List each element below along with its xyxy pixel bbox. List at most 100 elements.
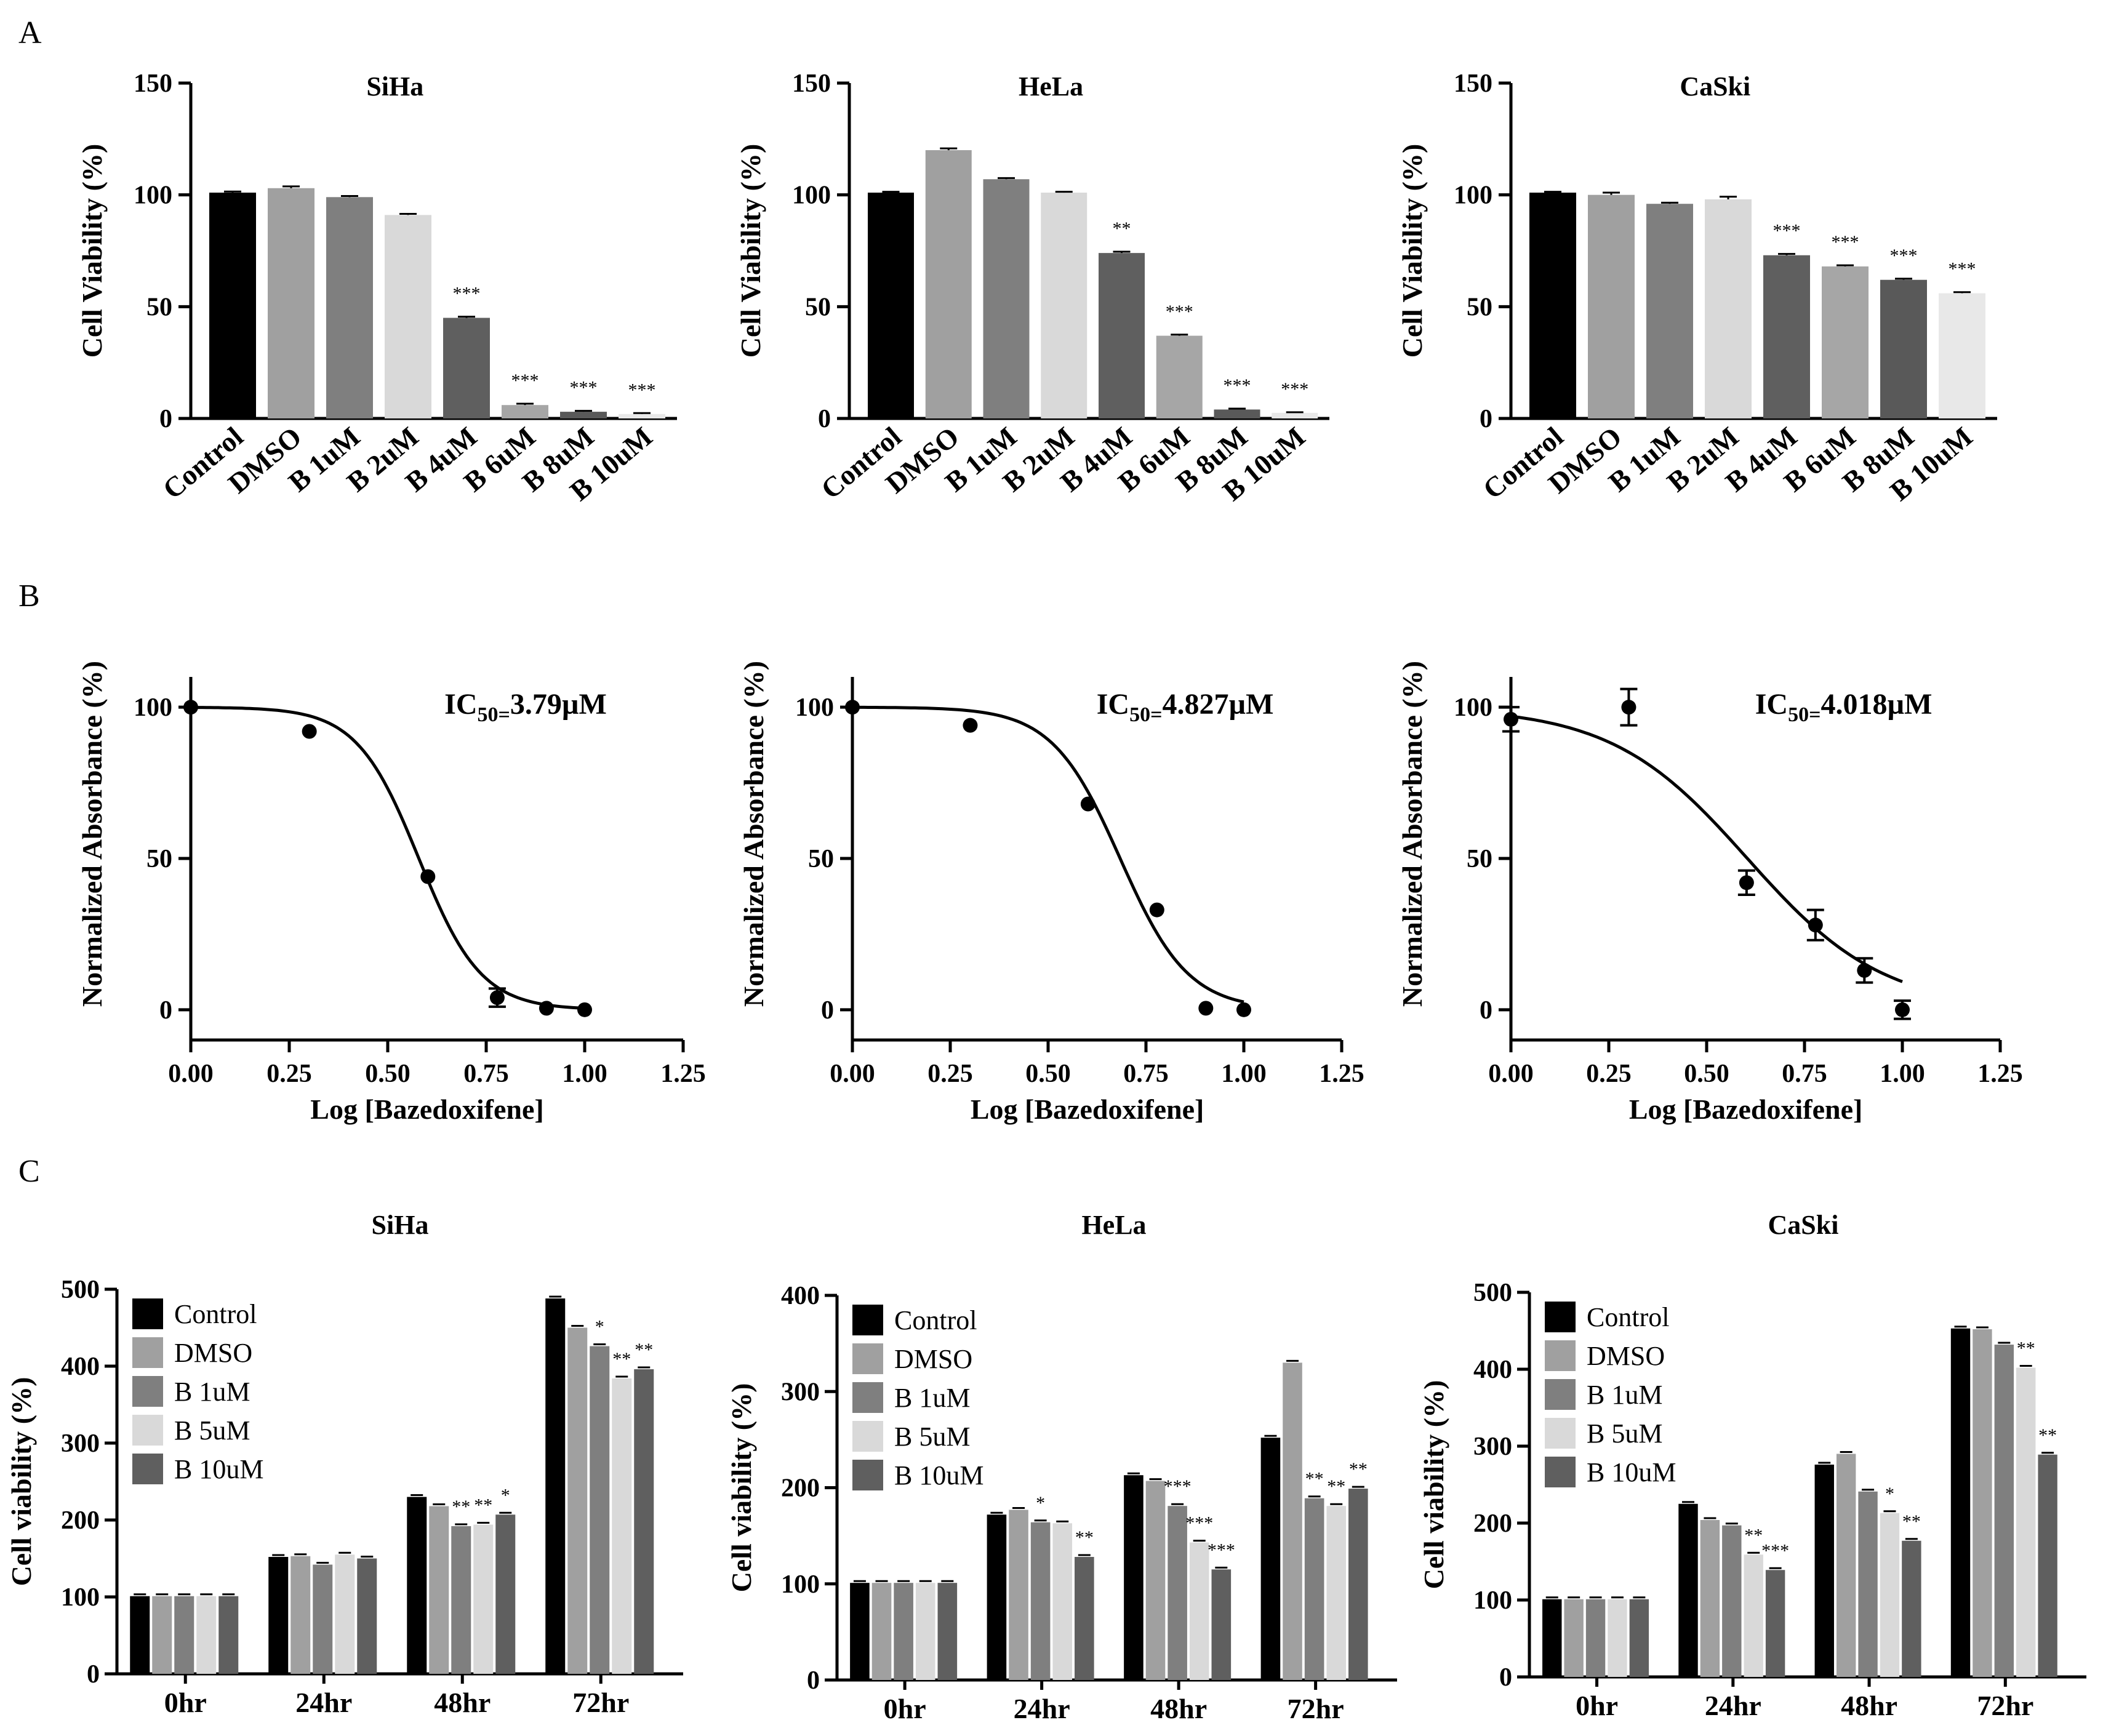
data-point — [577, 1002, 592, 1017]
chart-B2: 0 50 100 0.00 0.25 0.50 0.75 1.00 1.25 Log [Bazed… — [738, 661, 1364, 1125]
charts: 0 50 100 150 Cell Viability (%) SiHa Control DM… — [6, 70, 2086, 1724]
x-tick-label: 1.00 — [1880, 1060, 1925, 1088]
bar — [1880, 1513, 1900, 1677]
y-tick-label: 0 — [1499, 1663, 1512, 1692]
bar — [326, 197, 373, 418]
bar — [619, 414, 665, 418]
bar — [1858, 1491, 1878, 1677]
bar — [1950, 1328, 1971, 1677]
bar — [1260, 1438, 1281, 1680]
legend-label: B 10uM — [174, 1454, 263, 1484]
category-label: 48hr — [1841, 1690, 1897, 1721]
bar — [1189, 1542, 1209, 1680]
y-tick-label: 0 — [807, 1666, 820, 1695]
bar — [407, 1497, 427, 1674]
bar — [1588, 194, 1635, 418]
bar — [130, 1596, 150, 1674]
y-tick-label: 150 — [1454, 70, 1492, 98]
legend-label: DMSO — [894, 1344, 972, 1374]
chart-title: CaSki — [1680, 71, 1750, 102]
significance-label: ** — [1113, 218, 1131, 239]
x-axis-label: Log [Bazedoxifene] — [310, 1094, 543, 1125]
bar — [1608, 1599, 1627, 1677]
legend-swatch — [1545, 1340, 1576, 1371]
legend-label: B 5uM — [894, 1422, 970, 1452]
bar — [871, 1583, 892, 1680]
y-tick-label: 0 — [159, 996, 172, 1025]
significance-label: ** — [2038, 1425, 2057, 1446]
ic50-value: 3.79µM — [510, 688, 607, 721]
bar — [1765, 1570, 1785, 1677]
bar — [1272, 412, 1318, 418]
y-tick-label: 0 — [159, 405, 172, 433]
y-tick-label: 300 — [781, 1378, 820, 1406]
bar — [495, 1514, 516, 1674]
y-tick-label: 0 — [87, 1660, 100, 1689]
x-tick-label: 0.00 — [168, 1060, 214, 1088]
legend-label: Control — [174, 1299, 257, 1329]
bar — [290, 1556, 311, 1674]
bar — [1211, 1569, 1232, 1680]
legend-swatch — [1545, 1379, 1576, 1410]
y-tick-label: 50 — [808, 845, 834, 873]
bar — [1973, 1329, 1992, 1677]
legend-swatch — [132, 1454, 163, 1484]
y-tick-label: 200 — [61, 1506, 100, 1535]
significance-label: *** — [1166, 302, 1193, 322]
y-axis-label: Cell viability (%) — [1418, 1380, 1449, 1590]
bar — [1214, 409, 1260, 418]
bar — [1585, 1599, 1606, 1677]
x-tick-label: 0.00 — [1488, 1060, 1534, 1088]
y-tick-label: 100 — [781, 1570, 820, 1599]
significance-label: ** — [612, 1349, 631, 1369]
bar — [209, 193, 256, 418]
x-tick-label: 1.25 — [1319, 1060, 1364, 1088]
bar — [983, 179, 1030, 418]
y-tick-label: 100 — [134, 182, 172, 210]
y-axis-label: Normalized Absorbance (%) — [76, 661, 108, 1007]
legend-swatch — [852, 1460, 883, 1490]
x-tick-label: 0.75 — [463, 1060, 509, 1088]
bar — [868, 193, 914, 418]
bar — [1168, 1506, 1187, 1680]
category-label: 0hr — [1576, 1690, 1618, 1721]
y-tick-label: 500 — [1473, 1279, 1512, 1307]
significance-label: * — [595, 1317, 604, 1337]
bar — [1304, 1498, 1324, 1680]
category-label: 72hr — [1977, 1690, 2033, 1721]
bar — [218, 1596, 239, 1674]
legend-label: B 10uM — [1587, 1457, 1676, 1487]
panel-label-a: A — [18, 15, 42, 50]
significance-label: *** — [570, 378, 598, 398]
fit-curve — [852, 705, 1244, 1004]
bar — [357, 1558, 377, 1674]
ic50-subscript: 50= — [1129, 703, 1162, 726]
y-tick-label: 150 — [792, 70, 831, 98]
bar — [1705, 199, 1752, 418]
category-label: 0hr — [884, 1693, 926, 1724]
bar — [2038, 1454, 2057, 1677]
x-axis-label: Log [Bazedoxifene] — [971, 1094, 1204, 1125]
bar — [385, 215, 431, 418]
y-tick-label: 0 — [821, 996, 834, 1025]
bar — [1814, 1465, 1834, 1677]
bar — [1836, 1454, 1856, 1677]
legend-label: Control — [894, 1305, 977, 1335]
bar — [894, 1583, 913, 1680]
data-point — [1504, 711, 1518, 727]
y-tick-label: 300 — [61, 1430, 100, 1458]
legend-label: B 5uM — [174, 1415, 250, 1446]
data-point — [1808, 918, 1823, 933]
bar — [925, 150, 972, 418]
significance-label: *** — [1773, 221, 1801, 241]
bar — [1763, 255, 1810, 418]
significance-label: * — [1036, 1493, 1045, 1513]
bar — [268, 1557, 289, 1674]
y-tick-label: 50 — [146, 845, 172, 873]
legend-label: Control — [1587, 1302, 1669, 1332]
y-tick-label: 100 — [1473, 1586, 1512, 1615]
y-axis-label: Normalized Absorbance (%) — [1396, 661, 1428, 1007]
fit-curve — [191, 706, 585, 1010]
